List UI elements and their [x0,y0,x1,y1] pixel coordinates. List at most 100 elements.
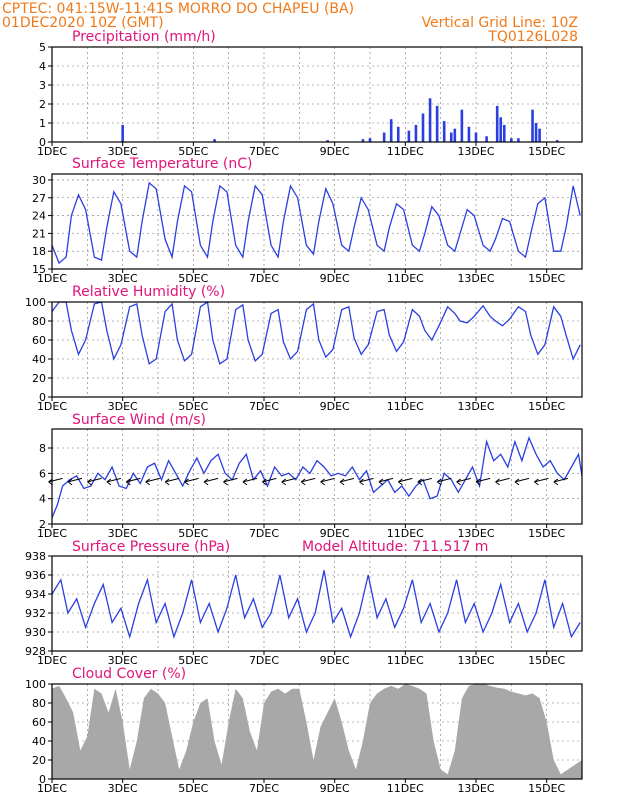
x-tick-label: 11DEC [387,400,424,413]
wind-arrow-head [495,478,500,483]
wind-arrow-head [242,478,248,483]
precipitation-bar [534,123,538,142]
wind-arrow-head [106,478,112,483]
x-tick-label: 13DEC [457,527,494,540]
x-tick-label: 13DEC [457,145,494,158]
precipitation-bar [435,105,439,142]
wind-arrow-head [417,478,423,483]
precipitation-bar [361,139,365,142]
x-tick-label: 15DEC [528,272,565,285]
x-tick-label: 7DEC [249,145,279,158]
series-line [51,300,581,365]
wind-arrow-head [67,478,73,483]
x-tick-label: 1DEC [37,272,67,285]
wind-panel: Surface Wind (m/s) 2 4 6 8 1DEC 3DEC 5DEC 7DEC 9… [37,412,583,540]
x-tick-label: 3DEC [108,527,138,540]
x-tick-label: 11DEC [387,145,424,158]
precipitation-bar [396,126,400,142]
plot-frame [51,46,583,143]
y-tick-label: 18 [32,245,46,258]
x-tick-label: 11DEC [387,654,424,667]
precipitation-bar [510,138,513,142]
x-tick-label: 11DEC [387,272,424,285]
wind-arrow [320,477,335,483]
wind-arrow [495,477,510,483]
x-tick-label: 5DEC [178,272,208,285]
wind-arrow [242,477,258,483]
precipitation-bar [517,138,520,142]
temperature-panel: Surface Temperature (nC) 15 18 21 24 27 30 1DE… [32,156,583,285]
y-tick-label: 0 [39,391,46,404]
x-tick-label: 15DEC [528,654,565,667]
y-tick-label: 40 [32,353,46,366]
wind-arrow-head [398,481,403,486]
x-tick-label: 3DEC [108,400,138,413]
wind-arrow-head [242,481,248,486]
wind-arrow-head [223,481,228,486]
wind-arrow [359,477,374,483]
precipitation-panel: Precipitation (mm/h) 0 1 2 3 4 5 1DEC 3DEC 5DEC 7… [37,29,583,158]
wind-arrow [378,477,394,483]
wind-arrow-head [475,481,481,486]
wind-arrow [262,477,277,483]
x-tick-label: 1DEC [37,782,67,795]
precipitation-bar [414,124,418,142]
y-tick-label: 100 [25,296,46,309]
wind-arrow-head [378,478,384,483]
model-altitude-label: Model Altitude: 711.517 m [302,539,488,555]
wind-arrow-head [145,478,151,483]
y-tick-label: 4 [39,60,46,73]
wind-arrow-head [475,478,481,483]
plot-frame [51,301,583,398]
wind-arrow-head [320,478,325,483]
precipitation-bar [453,128,457,142]
x-tick-label: 9DEC [320,782,350,795]
wind-arrow-head [553,481,559,486]
x-tick-label: 7DEC [249,527,279,540]
wind-arrow [514,477,530,483]
precipitation-bar [485,136,488,142]
wind-arrow-head [262,481,267,486]
pressure-panel: Surface Pressure (hPa) Model Altitude: 7… [25,539,583,667]
y-tick-label: 80 [32,697,46,710]
humidity-title: Relative Humidity (%) [72,284,225,300]
precipitation-bar [555,140,559,142]
x-tick-label: 9DEC [320,272,350,285]
wind-arrow-head [553,478,559,483]
wind-arrow [106,477,122,483]
precipitation-bar [428,98,432,142]
wind-arrow [184,477,199,483]
wind-arrow-head [126,478,131,483]
wind-arrow-head [436,481,442,486]
wind-arrow-head [514,481,520,486]
x-tick-label: 13DEC [457,654,494,667]
y-tick-label: 60 [32,334,46,347]
x-tick-label: 15DEC [528,400,565,413]
x-tick-label: 15DEC [528,782,565,795]
wind-arrow [165,477,180,483]
wind-arrow-head [87,478,92,483]
x-tick-label: 15DEC [528,145,565,158]
plot-frame [51,173,583,270]
x-tick-label: 11DEC [387,782,424,795]
y-tick-label: 5 [39,41,46,54]
x-tick-label: 9DEC [320,527,350,540]
humidity-panel: Relative Humidity (%) 0 20 40 60 80 100 1DEC 3D… [25,284,583,413]
x-tick-label: 3DEC [108,782,138,795]
wind-arrow-head [398,478,403,483]
wind-arrow [301,477,316,483]
plot-frame [51,683,583,780]
wind-arrow-head [184,478,189,483]
pressure-title: Surface Pressure (hPa) [72,539,230,555]
wind-arrow-head [281,481,287,486]
x-tick-label: 9DEC [320,145,350,158]
series-line [51,436,583,518]
wind-arrow-head [281,478,287,483]
precipitation-bar [467,126,471,142]
wind-arrow-head [456,478,462,483]
wind-arrow-head [436,478,442,483]
x-tick-label: 3DEC [108,654,138,667]
x-tick-label: 5DEC [178,145,208,158]
precipitation-bar [368,138,372,142]
precipitation-bar [442,121,446,142]
